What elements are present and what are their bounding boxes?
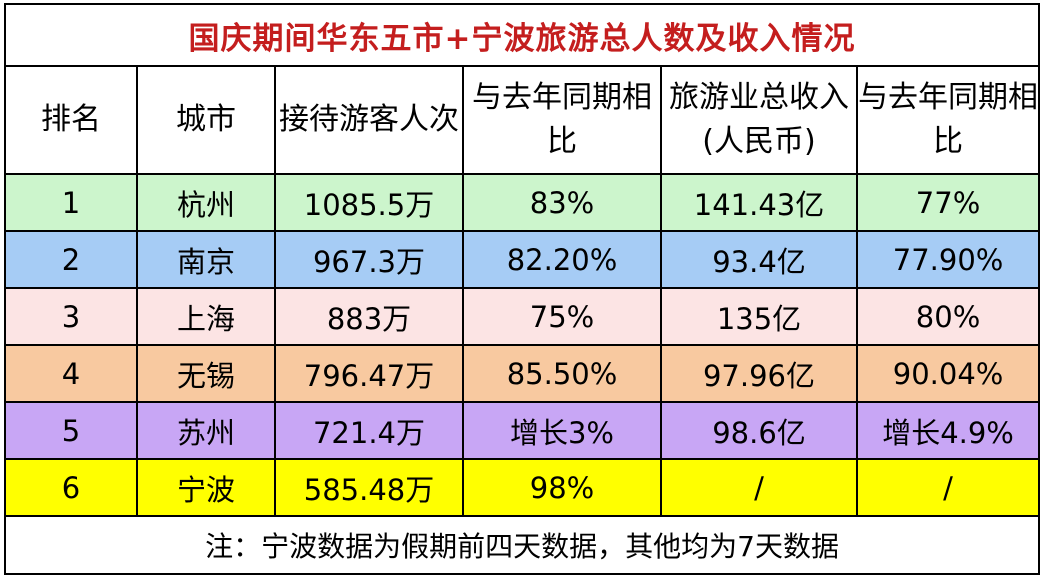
cell-visitors: 585.48万: [274, 458, 464, 517]
header-revenue-yoy: 与去年同期相比: [855, 65, 1041, 175]
cell-revenue: 141.43亿: [660, 173, 858, 232]
cell-revenue-yoy: 77.90%: [855, 230, 1041, 289]
cell-visitors-yoy: 75%: [462, 287, 662, 346]
cell-revenue: 98.6亿: [660, 401, 858, 460]
header-city: 城市: [136, 65, 276, 175]
tourism-table: 国庆期间华东五市+宁波旅游总人数及收入情况 排名 城市 接待游客人次 与去年同期…: [3, 3, 1041, 575]
cell-visitors-yoy: 增长3%: [462, 401, 662, 460]
cell-city: 南京: [136, 230, 276, 289]
cell-revenue: 93.4亿: [660, 230, 858, 289]
cell-revenue-yoy: 77%: [855, 173, 1041, 232]
cell-rank: 5: [4, 401, 138, 460]
table-row: 2 南京 967.3万 82.20% 93.4亿 77.90%: [4, 230, 1041, 289]
cell-revenue-yoy: /: [855, 458, 1041, 517]
cell-visitors-yoy: 82.20%: [462, 230, 662, 289]
cell-visitors-yoy: 85.50%: [462, 344, 662, 403]
cell-visitors: 1085.5万: [274, 173, 464, 232]
cell-rank: 4: [4, 344, 138, 403]
cell-revenue: /: [660, 458, 858, 517]
cell-revenue-yoy: 增长4.9%: [855, 401, 1041, 460]
header-visitors-yoy: 与去年同期相比: [462, 65, 662, 175]
cell-city: 宁波: [136, 458, 276, 517]
table-title: 国庆期间华东五市+宁波旅游总人数及收入情况: [3, 3, 1041, 67]
table-row: 6 宁波 585.48万 98% / /: [4, 458, 1041, 517]
cell-visitors-yoy: 83%: [462, 173, 662, 232]
cell-revenue-yoy: 90.04%: [855, 344, 1041, 403]
cell-visitors: 967.3万: [274, 230, 464, 289]
table-row: 3 上海 883万 75% 135亿 80%: [4, 287, 1041, 346]
cell-revenue: 135亿: [660, 287, 858, 346]
cell-city: 无锡: [136, 344, 276, 403]
cell-rank: 3: [4, 287, 138, 346]
cell-city: 杭州: [136, 173, 276, 232]
cell-visitors: 796.47万: [274, 344, 464, 403]
cell-city: 苏州: [136, 401, 276, 460]
data-table-frame: 国庆期间华东五市+宁波旅游总人数及收入情况 排名 城市 接待游客人次 与去年同期…: [3, 3, 1041, 583]
header-revenue: 旅游业总收入(人民币): [660, 65, 858, 175]
cell-revenue: 97.96亿: [660, 344, 858, 403]
cell-city: 上海: [136, 287, 276, 346]
table-row: 4 无锡 796.47万 85.50% 97.96亿 90.04%: [4, 344, 1041, 403]
cell-visitors: 721.4万: [274, 401, 464, 460]
header-rank: 排名: [4, 65, 138, 175]
cell-visitors-yoy: 98%: [462, 458, 662, 517]
cell-revenue-yoy: 80%: [855, 287, 1041, 346]
cell-rank: 2: [4, 230, 138, 289]
table-row: 5 苏州 721.4万 增长3% 98.6亿 增长4.9%: [4, 401, 1041, 460]
header-visitors: 接待游客人次: [274, 65, 464, 175]
table-note: 注：宁波数据为假期前四天数据，其他均为7天数据: [3, 515, 1041, 575]
cell-visitors: 883万: [274, 287, 464, 346]
header-row: 排名 城市 接待游客人次 与去年同期相比 旅游业总收入(人民币) 与去年同期相比: [4, 65, 1041, 175]
table-row: 1 杭州 1085.5万 83% 141.43亿 77%: [4, 173, 1041, 232]
cell-rank: 6: [4, 458, 138, 517]
cell-rank: 1: [4, 173, 138, 232]
